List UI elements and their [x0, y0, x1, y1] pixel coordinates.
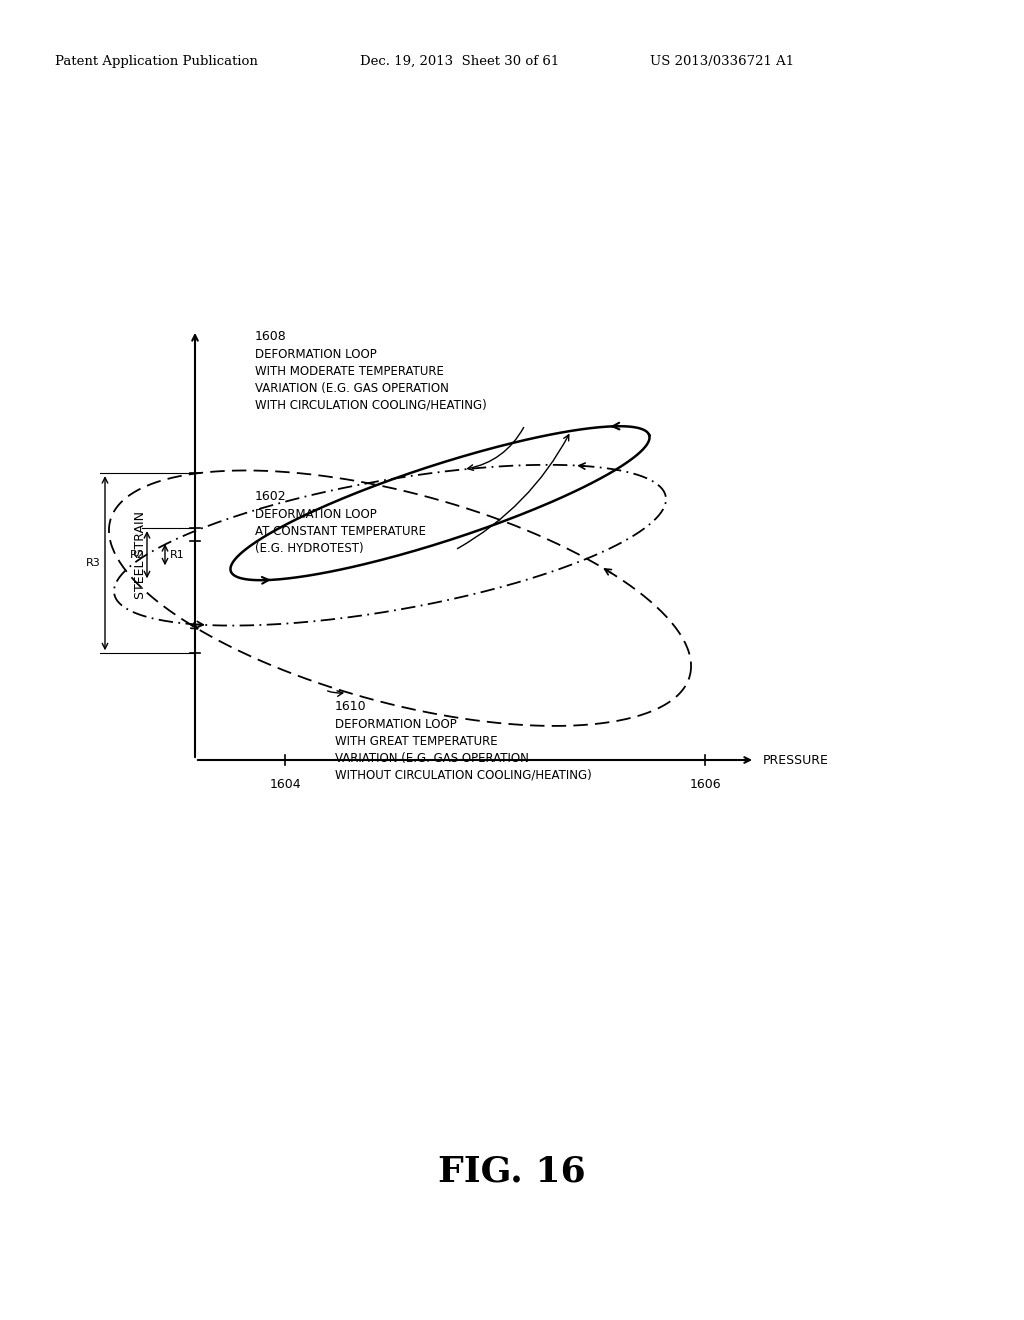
Text: R3: R3 [86, 558, 101, 568]
Text: FIG. 16: FIG. 16 [438, 1155, 586, 1189]
Text: Patent Application Publication: Patent Application Publication [55, 55, 258, 69]
Text: 1604: 1604 [269, 777, 301, 791]
Text: PRESSURE: PRESSURE [763, 754, 828, 767]
Text: STEEL STRAIN: STEEL STRAIN [133, 511, 146, 599]
Text: DEFORMATION LOOP
WITH MODERATE TEMPERATURE
VARIATION (E.G. GAS OPERATION
WITH CI: DEFORMATION LOOP WITH MODERATE TEMPERATU… [255, 348, 486, 412]
Text: 1608: 1608 [255, 330, 287, 343]
Text: R1: R1 [170, 549, 184, 560]
Text: R2: R2 [130, 549, 145, 560]
Text: DEFORMATION LOOP
AT CONSTANT TEMPERATURE
(E.G. HYDROTEST): DEFORMATION LOOP AT CONSTANT TEMPERATURE… [255, 508, 426, 554]
Text: 1602: 1602 [255, 490, 287, 503]
Text: US 2013/0336721 A1: US 2013/0336721 A1 [650, 55, 795, 69]
Text: 1610: 1610 [335, 700, 367, 713]
Text: Dec. 19, 2013  Sheet 30 of 61: Dec. 19, 2013 Sheet 30 of 61 [360, 55, 559, 69]
Text: DEFORMATION LOOP
WITH GREAT TEMPERATURE
VARIATION (E.G. GAS OPERATION
WITHOUT CI: DEFORMATION LOOP WITH GREAT TEMPERATURE … [335, 718, 592, 781]
Text: 1606: 1606 [689, 777, 721, 791]
